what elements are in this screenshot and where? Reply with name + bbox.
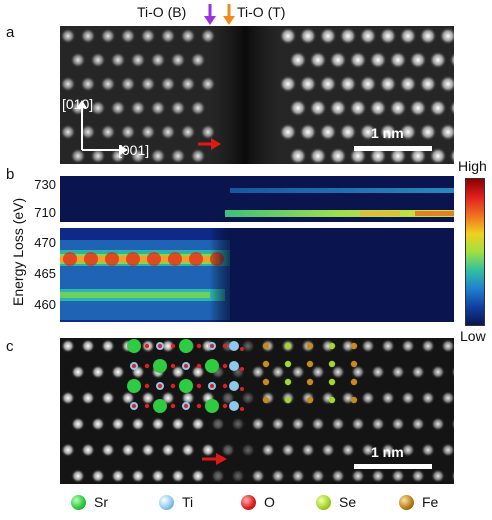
scale-label-c: 1 nm bbox=[371, 444, 404, 460]
tick-730: 730 bbox=[34, 177, 56, 192]
legend-fe-icon bbox=[399, 494, 414, 510]
legend-sr: Sr bbox=[71, 494, 108, 510]
legend-se-label: Se bbox=[339, 494, 357, 510]
arrow-down-icon-purple bbox=[204, 4, 216, 25]
tick-465: 465 bbox=[34, 266, 56, 281]
legend-fe: Fe bbox=[399, 494, 438, 510]
tick-460: 460 bbox=[34, 297, 56, 312]
colorbar-low: Low bbox=[460, 328, 486, 344]
direction-010: [010] bbox=[62, 96, 94, 112]
colorbar bbox=[465, 178, 485, 326]
panel-letter-b: b bbox=[6, 166, 15, 183]
stem-image-c: 1 nm bbox=[60, 338, 454, 484]
legend-o-label: O bbox=[264, 494, 275, 510]
direction-001: [001] bbox=[118, 142, 150, 158]
arrow-down-icon-orange bbox=[223, 4, 235, 25]
legend-ti-label: Ti bbox=[182, 494, 194, 510]
scale-label-a: 1 nm bbox=[371, 125, 404, 141]
legend-ti: Ti bbox=[159, 494, 193, 510]
tick-710: 710 bbox=[34, 205, 56, 220]
red-arrow-icon bbox=[198, 138, 221, 150]
legend-sr-label: Sr bbox=[94, 494, 108, 510]
panel-letter-a: a bbox=[6, 24, 15, 41]
legend-o: O bbox=[241, 494, 275, 510]
legend-fe-label: Fe bbox=[422, 494, 439, 510]
stem-image-a: [010] [001] 1 nm bbox=[60, 26, 454, 164]
colorbar-high: High bbox=[458, 158, 487, 174]
scale-bar-a bbox=[354, 146, 432, 151]
legend-ti-icon bbox=[159, 494, 174, 510]
legend-o-icon bbox=[241, 494, 256, 510]
legend-se: Se bbox=[316, 494, 356, 510]
red-arrow-icon-c bbox=[202, 453, 227, 465]
label-ti-o-t: Ti-O (T) bbox=[237, 4, 286, 20]
panel-letter-c: c bbox=[6, 338, 14, 355]
eels-map-bottom bbox=[60, 228, 454, 322]
eels-map-top bbox=[60, 176, 454, 222]
scale-bar-c bbox=[354, 464, 432, 469]
legend-se-icon bbox=[316, 494, 331, 510]
legend-sr-icon bbox=[71, 494, 86, 510]
axis-arrows-icon bbox=[77, 100, 128, 155]
label-ti-o-b: Ti-O (B) bbox=[137, 4, 187, 20]
tick-470: 470 bbox=[34, 235, 56, 250]
